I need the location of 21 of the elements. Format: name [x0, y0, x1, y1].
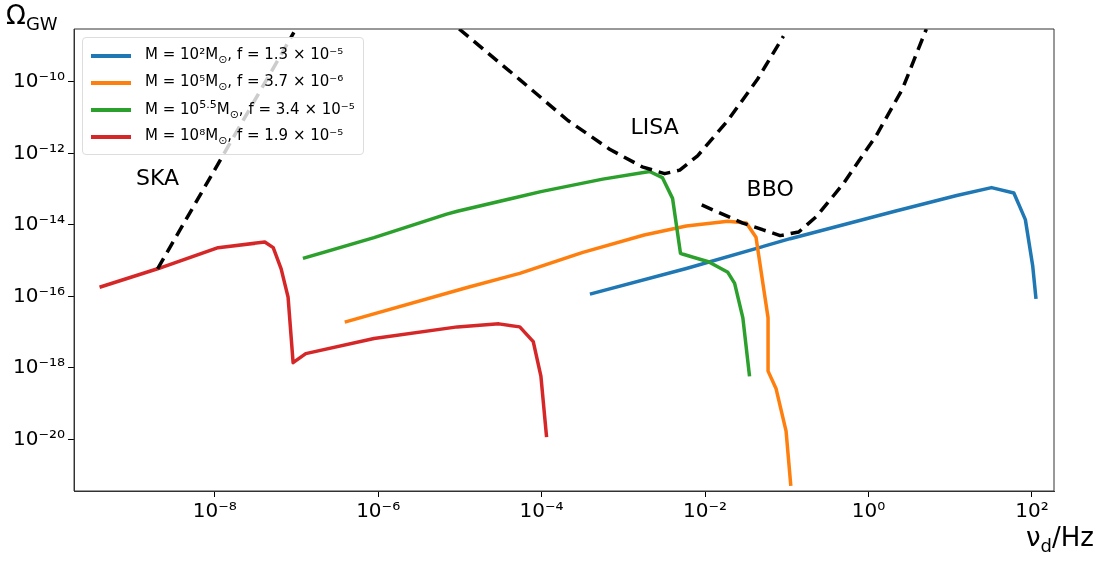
annotation: BBO [746, 176, 794, 202]
x-tick-label: 10⁻⁴ [519, 498, 564, 523]
y-tick-label: 10⁻²⁰ [12, 425, 66, 450]
x-tick-label: 10⁻⁸ [192, 498, 237, 523]
legend-label: M = 10²M$_{⊙}$, f = 1.3 × 10⁻⁵ [145, 45, 344, 66]
y-tick-label: 10⁻¹⁰ [12, 68, 66, 93]
y-tick-label: 10⁻¹² [12, 139, 66, 164]
legend-label: M = 10⁸M$_{⊙}$, f = 1.9 × 10⁻⁵ [145, 126, 344, 147]
annotation: LISA [630, 114, 679, 140]
y-tick-label: 10⁻¹⁸ [12, 354, 66, 379]
legend-label: M = 10⁵M$_{⊙}$, f = 3.7 × 10⁻⁶ [145, 72, 344, 93]
y-axis-title: Ω$_{GW}$ [6, 0, 58, 35]
x-tick-label: 10² [1015, 498, 1049, 523]
y-tick-label: 10⁻¹⁴ [12, 211, 66, 236]
x-tick-label: 10⁰ [851, 498, 886, 523]
x-tick-label: 10⁻² [683, 498, 728, 523]
x-tick-label: 10⁻⁶ [356, 498, 401, 523]
y-tick-label: 10⁻¹⁶ [12, 282, 66, 307]
legend-label: M = 10$^{5.5}$M$_{⊙}$, f = 3.4 × 10⁻⁵ [145, 98, 355, 121]
x-axis-title: ν$_{d}$/Hz [1026, 522, 1094, 557]
annotation: SKA [136, 164, 180, 190]
